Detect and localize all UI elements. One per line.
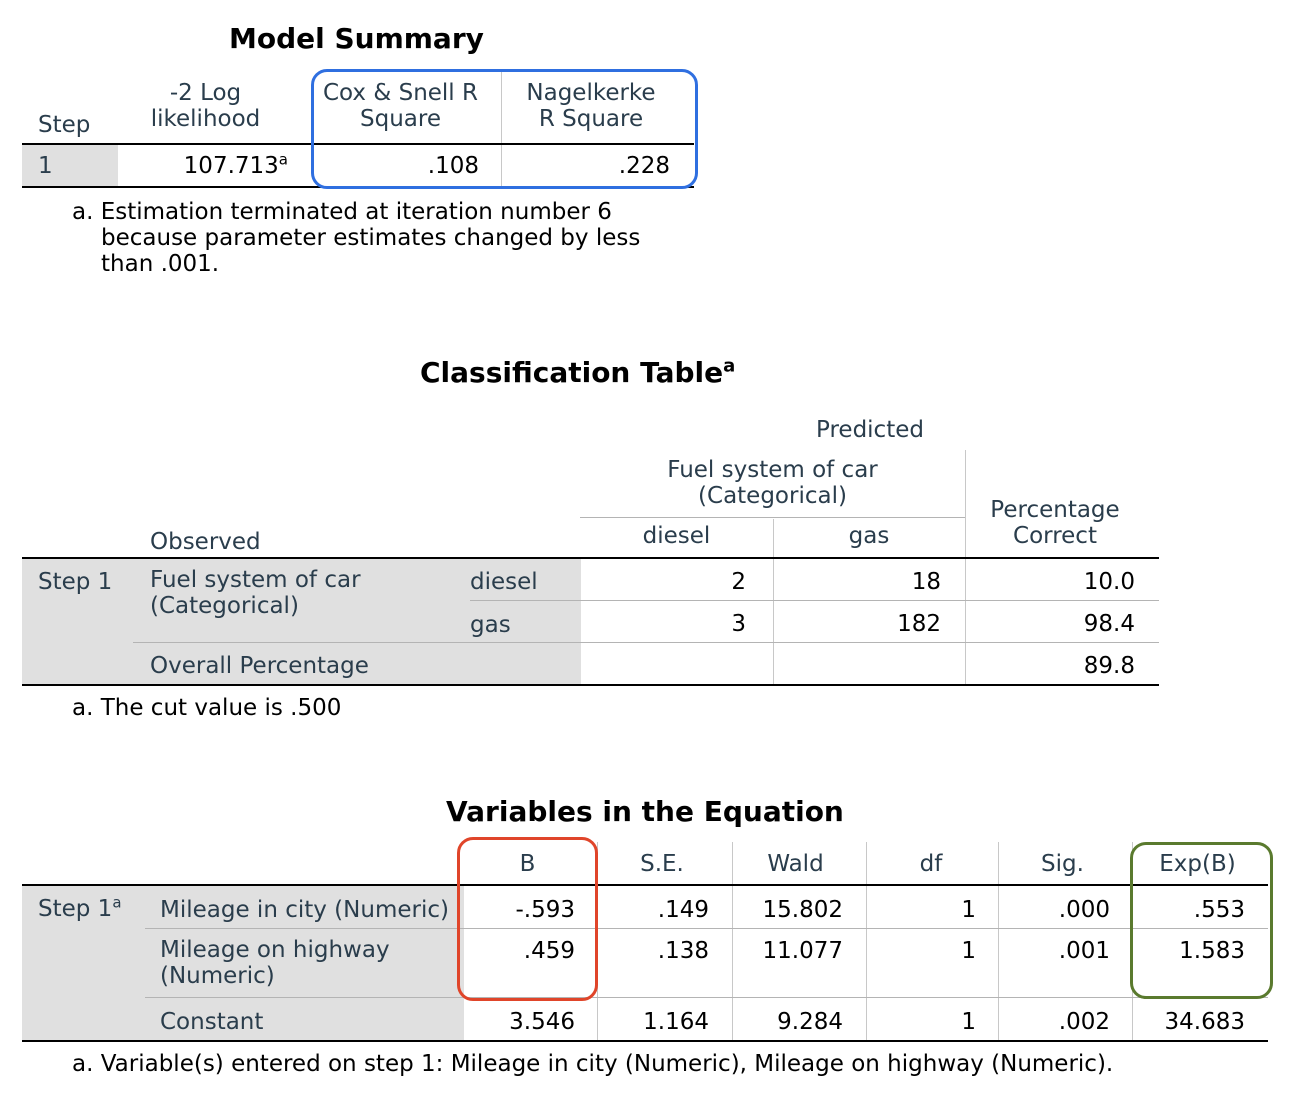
row-label-gas: gas (470, 612, 511, 638)
constant-df: 1 (961, 1009, 976, 1035)
mileage-highway-wald: 11.077 (762, 938, 843, 964)
overall-pct: 89.8 (1083, 653, 1135, 679)
diesel-pct: 10.0 (1083, 569, 1135, 595)
variables-step: Step 1a (38, 893, 122, 922)
variables-footnote: a. Variable(s) entered on step 1: Mileag… (72, 1051, 1114, 1077)
gas-row-rule (133, 642, 1159, 643)
gas-gas-count: 182 (897, 611, 941, 637)
nagelkerke-value: .228 (618, 153, 670, 179)
model-summary-title: Model Summary (229, 22, 484, 55)
diesel-row-rule (470, 600, 1159, 601)
cox-snell-header: Cox & Snell R Square (323, 80, 478, 132)
classification-footnote: a. The cut value is .500 (72, 695, 342, 721)
constant-sig: .002 (1058, 1009, 1110, 1035)
row2-rule (145, 997, 1268, 998)
var-label-mileage-highway: Mileage on highway (Numeric) (160, 937, 390, 989)
classification-header-rule (22, 557, 1159, 559)
fuel-system-header: Fuel system of car (Categorical) (667, 457, 878, 509)
var-divider-2 (732, 842, 733, 1042)
df-header: df (919, 851, 943, 877)
col-diesel-header: diesel (642, 523, 711, 549)
green-highlight-box (1130, 842, 1273, 999)
sig-header: Sig. (1041, 851, 1084, 877)
gas-diesel-count: 3 (731, 611, 746, 637)
diesel-diesel-count: 2 (731, 569, 746, 595)
observed-header: Observed (150, 529, 261, 555)
diesel-gas-divider (773, 519, 774, 684)
percentage-correct-header: Percentage Correct (990, 497, 1120, 549)
neg2ll-value: 107.713a (183, 150, 288, 179)
row-label-diesel: diesel (470, 569, 538, 595)
constant-se: 1.164 (643, 1009, 709, 1035)
variables-header-rule (22, 884, 1268, 886)
constant-expb: 34.683 (1164, 1009, 1245, 1035)
neg2ll-header: -2 Log likelihood (150, 80, 261, 132)
classification-bottom-rule (22, 684, 1159, 686)
constant-wald: 9.284 (777, 1009, 843, 1035)
mileage-highway-b: .459 (523, 938, 575, 964)
mileage-highway-se: .138 (657, 938, 709, 964)
col-divider (501, 72, 502, 186)
gas-pct: 98.4 (1083, 611, 1135, 637)
variables-title: Variables in the Equation (446, 795, 844, 828)
header-rule (22, 143, 694, 145)
diesel-gas-count: 18 (911, 569, 941, 595)
wald-header: Wald (767, 851, 824, 877)
b-header: B (519, 851, 536, 877)
mileage-highway-sig: .001 (1058, 938, 1110, 964)
row1-rule (145, 928, 1268, 929)
classification-label-area (22, 559, 581, 684)
red-highlight-box (457, 837, 598, 1001)
var-divider-3 (866, 842, 867, 1042)
mileage-city-expb: .553 (1193, 897, 1245, 923)
var-label-mileage-city: Mileage in city (Numeric) (160, 897, 449, 923)
expb-header: Exp(B) (1159, 851, 1236, 877)
constant-b: 3.546 (509, 1009, 575, 1035)
variables-bottom-rule (22, 1040, 1268, 1042)
mileage-city-b: -.593 (515, 897, 575, 923)
step-header: Step (38, 112, 91, 138)
mileage-city-df: 1 (961, 897, 976, 923)
nagelkerke-header: Nagelkerke R Square (526, 80, 656, 132)
classification-step: Step 1 (38, 569, 113, 595)
var-label-constant: Constant (160, 1009, 264, 1035)
pct-divider (965, 450, 966, 684)
fuel-header-rule (580, 517, 965, 518)
mileage-city-sig: .000 (1058, 897, 1110, 923)
blue-highlight-box (311, 69, 698, 189)
fuel-system-label: Fuel system of car (Categorical) (150, 567, 361, 619)
mileage-city-wald: 15.802 (762, 897, 843, 923)
mileage-city-se: .149 (657, 897, 709, 923)
row-label-cell (22, 145, 118, 186)
classification-title: Classification Tablea (420, 355, 736, 389)
model-summary-footnote: a. Estimation terminated at iteration nu… (72, 199, 641, 277)
col-gas-header: gas (848, 523, 890, 549)
var-divider-4 (998, 842, 999, 1042)
se-header: S.E. (640, 851, 684, 877)
variables-label-area (22, 886, 464, 1041)
predicted-header: Predicted (816, 417, 924, 443)
cox-snell-value: .108 (427, 153, 479, 179)
mileage-highway-df: 1 (961, 938, 976, 964)
row-step-1: 1 (38, 153, 53, 179)
overall-percentage-label: Overall Percentage (150, 653, 369, 679)
mileage-highway-expb: 1.583 (1179, 938, 1245, 964)
